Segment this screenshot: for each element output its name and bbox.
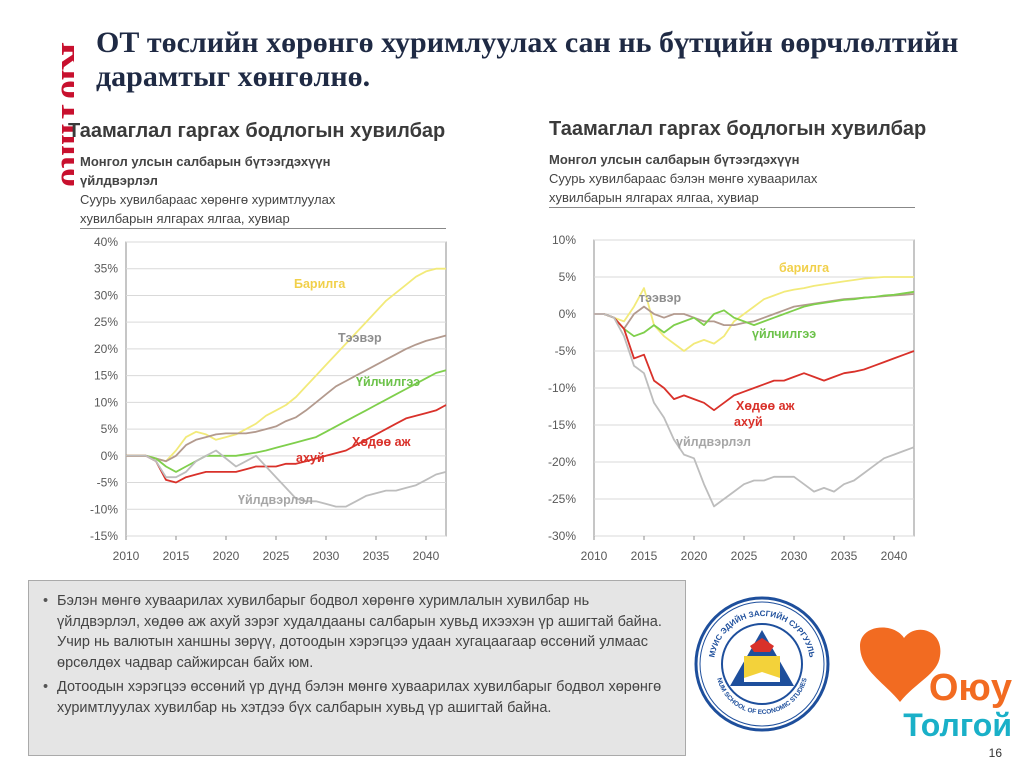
y-tick-label: 10% <box>552 233 576 247</box>
notes-list: • Бэлэн мөнгө хуваарилах хувилбарыг бодво… <box>43 591 671 718</box>
series-label-right-4: Хөдөө аж ахуй <box>734 399 795 429</box>
bullet-icon: • <box>43 679 49 695</box>
school-seal-logo: МУИС ЭДИЙН ЗАСГИЙН СУРГУУЛЬ NUM SCHOOL O… <box>694 596 830 732</box>
x-tick-label: 2020 <box>213 549 240 563</box>
right-line-chart: 10% 5% 0% -5% -10% -15% -20% -25% -30% 2010 2015 20… <box>548 233 915 563</box>
series-label-right-3: үйлчилгээ <box>752 327 816 341</box>
series-line-right-1 <box>594 276 914 352</box>
left-desc-line-2: үйлдвэрлэл <box>80 173 158 188</box>
x-tick-label: 2040 <box>881 549 908 563</box>
series-label-left-1: Барилга <box>294 277 346 291</box>
slide-title: ОТ төслийн хөрөнгө хуримлуулах сан нь бү… <box>96 26 959 93</box>
note-text-1: Бэлэн мөнгө хуваарилах хувилбарыг бодвол… <box>57 593 662 671</box>
y-tick-label: 10% <box>94 395 118 409</box>
right-desc-line-1: Монгол улсын салбарын бүтээгдэхүүн <box>549 152 800 167</box>
y-tick-label: 5% <box>101 422 119 436</box>
x-tick-label: 2025 <box>263 549 290 563</box>
note-item-1: • Бэлэн мөнгө хуваарилах хувилбарыг бодво… <box>43 591 671 673</box>
note-item-2: • Дотоодын хэрэгцээ өссөний үр дүнд бэлэн… <box>43 677 671 718</box>
series-label-right-1: барилга <box>779 261 830 275</box>
left-desc-line-1: Монгол улсын салбарын бүтээгдэхүүн <box>80 154 331 169</box>
y-tick-label: 30% <box>94 288 118 302</box>
y-tick-label: -10% <box>90 502 118 516</box>
left-chart-heading: Таамаглал гаргах бодлогын хувилбар <box>68 120 446 142</box>
right-desc-line-2: Суурь хувилбараас бэлэн мөнгө хуваарилах <box>549 171 818 186</box>
left-line-chart: 40% 35% 30% 25% 20% 15% 10% 5% 0% -5% -10% -15% 2010… <box>90 235 447 563</box>
plot-area <box>125 241 447 537</box>
series-label-right-2: тээвэр <box>639 291 682 305</box>
y-tick-label: -20% <box>548 455 576 469</box>
series-label-left-4: Хөдөө аж ахуй <box>296 435 411 465</box>
x-tick-label: 2025 <box>731 549 758 563</box>
y-tick-label: 35% <box>94 262 118 276</box>
notes-box: • Бэлэн мөнгө хуваарилах хувилбарыг бодво… <box>28 580 686 756</box>
rio-tinto-wordmark: RioTinto <box>53 42 74 187</box>
x-tick-label: 2035 <box>363 549 390 563</box>
y-tick-label: -5% <box>97 476 119 490</box>
x-tick-label: 2030 <box>313 549 340 563</box>
y-tick-label: -15% <box>548 418 576 432</box>
y-tick-label: 20% <box>94 342 118 356</box>
y-tick-label: 0% <box>101 449 119 463</box>
page-number: 16 <box>988 746 1002 760</box>
x-tick-label: 2015 <box>631 549 658 563</box>
rio-tinto-logo: RioTinto <box>53 42 74 187</box>
x-tick-label: 2010 <box>113 549 140 563</box>
series-label-left-3: Үйлчилгээ <box>356 375 420 389</box>
bullet-icon: • <box>43 593 49 609</box>
series-line-left-5 <box>126 449 447 508</box>
series-line-left-1 <box>126 267 446 463</box>
right-desc-line-3: хувилбарын ялгарах ялгаа, хувиар <box>549 190 759 205</box>
x-tick-label: 2035 <box>831 549 858 563</box>
series-line-left-2 <box>126 334 447 463</box>
tolgoi-text: Толгой <box>903 707 1012 743</box>
oyu-tolgoi-logo: Оюу Толгой <box>860 627 1012 743</box>
left-chart-description: Монгол улсын салбарын бүтээгдэхүүн үйлдв… <box>80 152 446 229</box>
x-tick-label: 2010 <box>581 549 608 563</box>
y-tick-label: -25% <box>548 492 576 506</box>
series-label-right-5: үйлдвэрлэл <box>676 435 751 449</box>
x-tick-label: 2020 <box>681 549 708 563</box>
y-tick-label: -30% <box>548 529 576 543</box>
series-line-right-3 <box>594 290 915 338</box>
y-tick-label: 25% <box>94 315 118 329</box>
y-tick-label: -15% <box>90 529 118 543</box>
left-desc-line-3: Суурь хувилбараас хөрөнгө хуримтлуулах <box>80 192 336 207</box>
y-tick-label: 40% <box>94 235 118 249</box>
series-label-left-5: Үйлдвэрлэл <box>238 493 313 507</box>
x-tick-label: 2015 <box>163 549 190 563</box>
series-label-left-2: Тээвэр <box>338 331 382 345</box>
oyu-text: Оюу <box>929 667 1012 709</box>
note-text-2: Дотоодын хэрэгцээ өссөний үр дүнд бэлэн … <box>57 679 662 716</box>
left-desc-line-4: хувилбарын ялгарах ялгаа, хувиар <box>80 211 290 226</box>
x-tick-label: 2040 <box>413 549 440 563</box>
y-tick-label: -10% <box>548 381 576 395</box>
series-line-left-3 <box>126 369 447 473</box>
y-tick-label: 5% <box>559 270 577 284</box>
x-tick-label: 2030 <box>781 549 808 563</box>
y-tick-label: -5% <box>555 344 577 358</box>
series-line-right-5 <box>594 313 915 508</box>
series-line-left-4 <box>126 404 447 484</box>
right-chart-description: Монгол улсын салбарын бүтээгдэхүүн Суурь… <box>549 150 915 208</box>
y-tick-label: 0% <box>559 307 577 321</box>
right-chart-heading: Таамаглал гаргах бодлогын хувилбар <box>549 118 927 140</box>
y-tick-label: 15% <box>94 369 118 383</box>
series-line-right-4 <box>594 313 915 412</box>
